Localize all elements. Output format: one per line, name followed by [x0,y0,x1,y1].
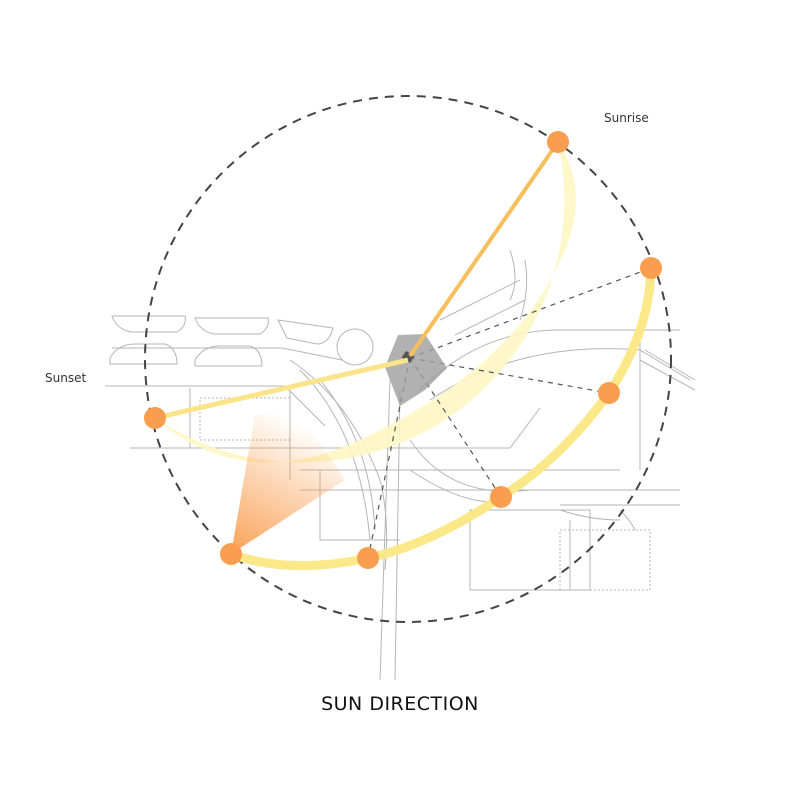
observer-marker [401,350,415,364]
sunrise-ray [408,140,560,358]
sun-exposure-area [155,142,576,463]
site-street-map [105,249,696,681]
sun-orbit [144,95,672,623]
diagram-title: SUN DIRECTION [321,693,479,715]
building-footprint [385,334,447,406]
sun-point-sunrise [547,131,569,153]
sunset-shadow-cone [231,412,345,554]
sun-point-noon [490,486,512,508]
sun-sightlines [367,267,652,559]
sunrise-label: Sunrise [604,111,649,125]
sunset-label: Sunset [45,371,87,385]
sun-point-afternoon [357,547,379,569]
sunset-ray [154,357,409,421]
sun-point-late-morning [598,382,620,404]
sun-point-sunset [144,407,166,429]
sun-point-late-afternoon [220,543,242,565]
sun-point-morning [640,257,662,279]
